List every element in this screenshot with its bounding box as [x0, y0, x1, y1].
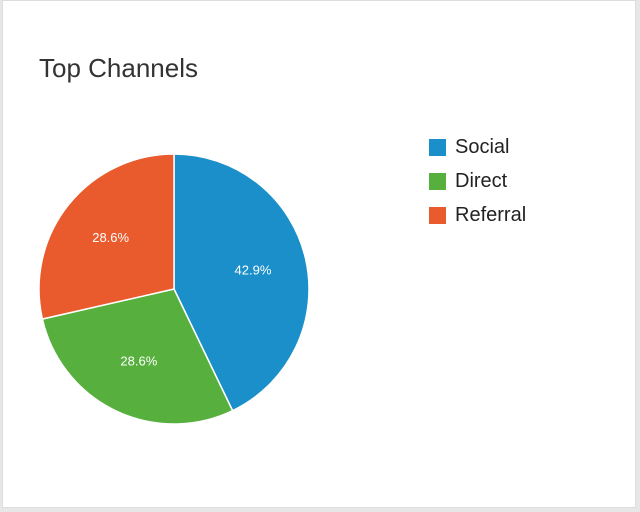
legend-label-social: Social — [455, 135, 510, 158]
legend-item-referral[interactable]: Referral — [429, 198, 526, 232]
legend-label-referral: Referral — [455, 203, 527, 226]
pie-label-referral: 28.6% — [92, 230, 129, 245]
pie-slice-referral[interactable] — [38, 153, 175, 320]
pie-label-social: 42.9% — [235, 262, 272, 277]
legend-swatch-referral — [429, 206, 446, 224]
pie-slice-labels: 42.9% 28.6% 28.6% — [92, 230, 272, 368]
chart-title: Top Channels — [39, 53, 198, 83]
legend-item-direct[interactable]: Direct — [429, 164, 526, 198]
pie-slice-social[interactable] — [173, 153, 310, 412]
legend-item-social[interactable]: Social — [429, 130, 526, 164]
pie-chart: 42.9% 28.6% 28.6% — [38, 153, 310, 425]
chart-legend: Social Direct Referral — [429, 130, 526, 232]
pie-label-direct: 28.6% — [120, 353, 157, 368]
pie-slices — [38, 153, 310, 425]
legend-swatch-social — [429, 138, 446, 156]
legend-swatch-direct — [429, 172, 446, 190]
legend-label-direct: Direct — [455, 169, 508, 192]
pie-slice-direct[interactable] — [41, 288, 234, 425]
